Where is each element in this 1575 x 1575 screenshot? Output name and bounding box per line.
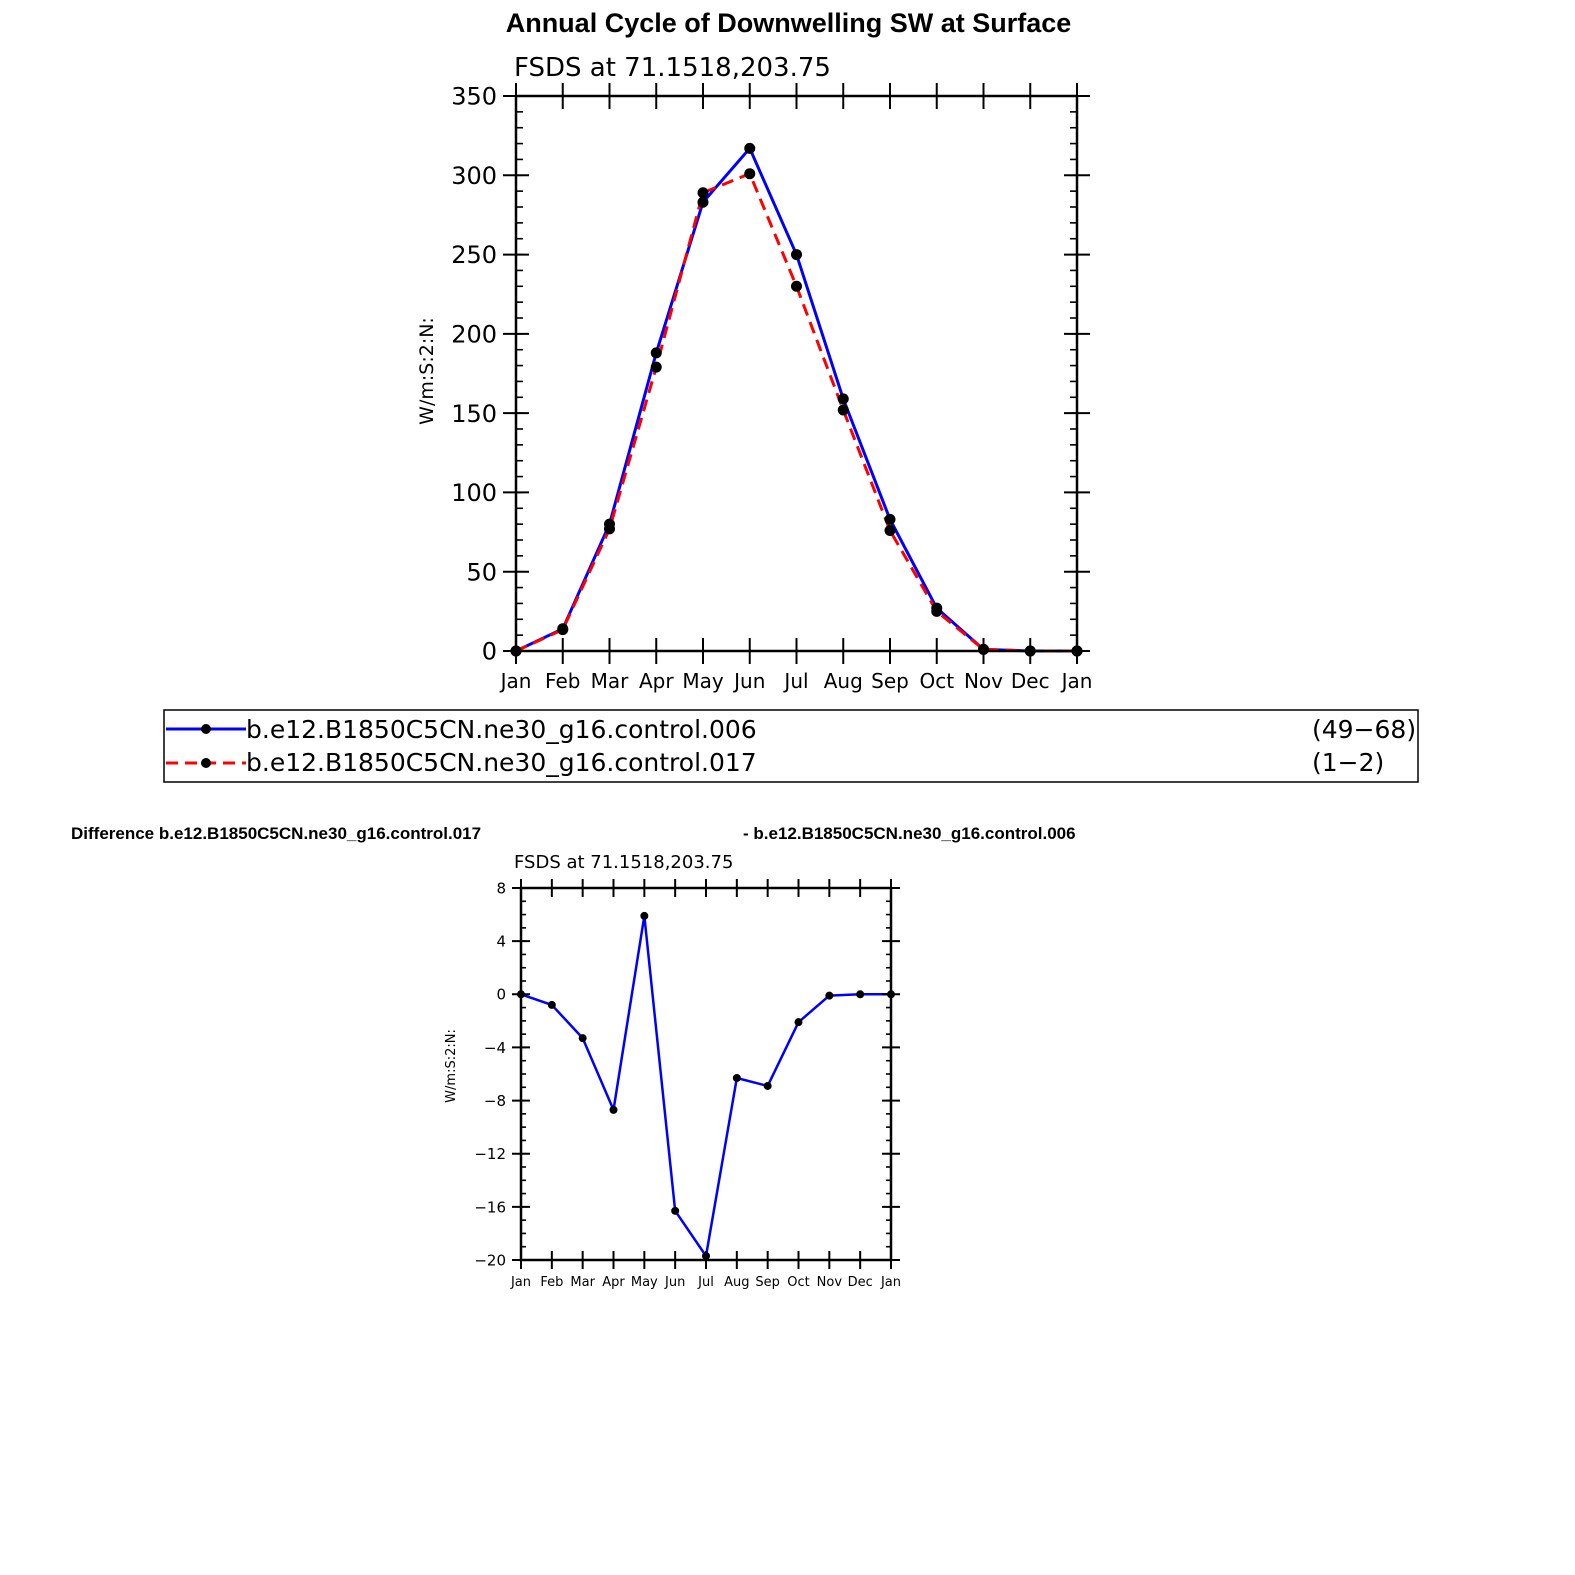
page-title-text: Annual Cycle of Downwelling SW at Surfac… xyxy=(505,8,1072,38)
c1-data-point xyxy=(791,280,802,292)
c1-data-point xyxy=(697,187,709,199)
c2-y-tick-label: 8 xyxy=(496,879,506,897)
legend-years-006: (49−68) xyxy=(1312,715,1416,744)
c1-y-tick-label: 200 xyxy=(451,320,497,348)
c1-y-tick-label: 350 xyxy=(451,83,497,111)
c1-data-point xyxy=(791,249,802,261)
difference-chart-subtitle: FSDS at 71.1518,203.75 xyxy=(514,852,733,873)
c2-data-point xyxy=(609,1105,618,1114)
legend: b.e12.B1850C5CN.ne30_g16.control.006 (49… xyxy=(163,709,1419,783)
c1-data-point xyxy=(837,404,849,416)
c2-x-tick-label: Jan xyxy=(510,1275,531,1290)
c2-data-point xyxy=(640,911,649,920)
c1-data-point xyxy=(884,513,896,525)
difference-chart: FSDS at 71.1518,203.75 W/m:S:2:N: 8 4 0 −4 −… xyxy=(444,852,901,1290)
c1-x-tick-label: Mar xyxy=(591,669,630,693)
c1-series-line-0 xyxy=(515,146,1077,653)
c1-y-tick-label: 250 xyxy=(451,241,497,269)
legend-marker-017 xyxy=(201,758,211,768)
c1-data-point xyxy=(744,142,756,154)
c2-x-tick-label: Mar xyxy=(570,1275,595,1290)
c1-x-tick-label: Jul xyxy=(782,669,808,693)
c1-y-tick-label: 300 xyxy=(451,162,497,190)
c2-x-tick-label: Apr xyxy=(602,1275,625,1290)
c1-x-tick-label: Jan xyxy=(499,669,532,693)
c2-y-tick-label: 4 xyxy=(496,933,506,951)
c2-data-point xyxy=(763,1081,772,1090)
c2-y-tick-label: −4 xyxy=(484,1039,506,1057)
c2-data-point xyxy=(671,1206,680,1215)
c2-data-point xyxy=(547,1000,556,1009)
c2-x-tick-label: Aug xyxy=(724,1275,749,1290)
c2-y-tick-label: −16 xyxy=(474,1198,506,1216)
c1-x-tick-label: Jan xyxy=(1060,669,1093,693)
c1-data-point xyxy=(557,624,569,636)
c2-x-tick-label: Oct xyxy=(787,1275,809,1290)
c2-data-point xyxy=(578,1034,587,1043)
c1-data-point xyxy=(650,361,662,373)
c2-data-point xyxy=(794,1018,803,1027)
c1-plot-frame xyxy=(514,94,1079,653)
c2-series-line-0 xyxy=(520,914,891,1258)
c2-x-tick-label: Sep xyxy=(755,1275,780,1290)
page-title: Annual Cycle of Downwelling SW at Surfac… xyxy=(0,8,1575,39)
legend-label-006: b.e12.B1850C5CN.ne30_g16.control.006 xyxy=(246,715,757,744)
top-chart: FSDS at 71.1518,203.75 W/m:S:2:N: 0 50 100… xyxy=(416,53,1092,693)
difference-header-left: Difference b.e12.B1850C5CN.ne30_g16.cont… xyxy=(71,824,481,843)
c2-x-tick-label: Feb xyxy=(540,1275,563,1290)
c2-x-tick-label: Jun xyxy=(664,1275,685,1290)
c1-x-tick-label: Nov xyxy=(964,669,1003,693)
c2-y-tick-label: 0 xyxy=(496,986,506,1004)
c1-y-tick-label: 150 xyxy=(451,400,497,428)
c2-x-tick-label: Jul xyxy=(697,1275,714,1290)
c1-y-tick-label: 50 xyxy=(466,558,497,586)
c1-x-tick-label: Oct xyxy=(919,669,954,693)
c1-x-tick-label: Aug xyxy=(824,669,863,693)
c1-x-tick-label: Jun xyxy=(732,669,765,693)
legend-label-017: b.e12.B1850C5CN.ne30_g16.control.017 xyxy=(246,748,757,777)
legend-marker-006 xyxy=(201,724,211,734)
c1-series-line-1 xyxy=(515,172,1077,653)
c1-y-tick-label: 100 xyxy=(451,479,497,507)
difference-chart-y-axis-label: W/m:S:2:N: xyxy=(444,1029,459,1103)
c1-x-tick-label: Sep xyxy=(871,669,909,693)
c1-x-tick-label: Dec xyxy=(1011,669,1050,693)
c1-y-tick-label: 0 xyxy=(482,638,497,666)
c2-x-tick-label: Dec xyxy=(848,1275,873,1290)
c1-data-point xyxy=(604,523,615,535)
legend-years-017: (1−2) xyxy=(1312,748,1384,777)
c1-data-point xyxy=(884,524,896,536)
c2-y-tick-label: −20 xyxy=(474,1251,506,1269)
legend-box xyxy=(163,709,1419,783)
c2-x-tick-label: Jan xyxy=(880,1275,901,1290)
c2-plot-frame xyxy=(519,886,893,1262)
difference-header-right: - b.e12.B1850C5CN.ne30_g16.control.006 xyxy=(743,824,1076,843)
c1-data-point xyxy=(697,196,709,208)
c2-x-tick-label: Nov xyxy=(817,1275,843,1290)
c1-data-point xyxy=(931,605,943,617)
top-chart-y-axis-label: W/m:S:2:N: xyxy=(416,317,438,425)
c1-x-tick-label: Feb xyxy=(545,669,580,693)
c1-data-point xyxy=(837,393,849,405)
c2-data-point xyxy=(856,990,865,999)
c1-x-tick-label: Apr xyxy=(639,669,674,693)
c2-y-tick-label: −12 xyxy=(474,1145,506,1163)
top-chart-subtitle: FSDS at 71.1518,203.75 xyxy=(514,53,831,83)
c1-data-point xyxy=(744,168,756,180)
c2-data-point xyxy=(825,991,834,1000)
c2-data-point xyxy=(732,1073,741,1082)
c2-y-tick-label: −8 xyxy=(484,1092,506,1110)
c2-x-tick-label: May xyxy=(631,1275,658,1290)
c1-x-tick-label: May xyxy=(682,669,724,693)
c1-data-point xyxy=(650,347,662,359)
